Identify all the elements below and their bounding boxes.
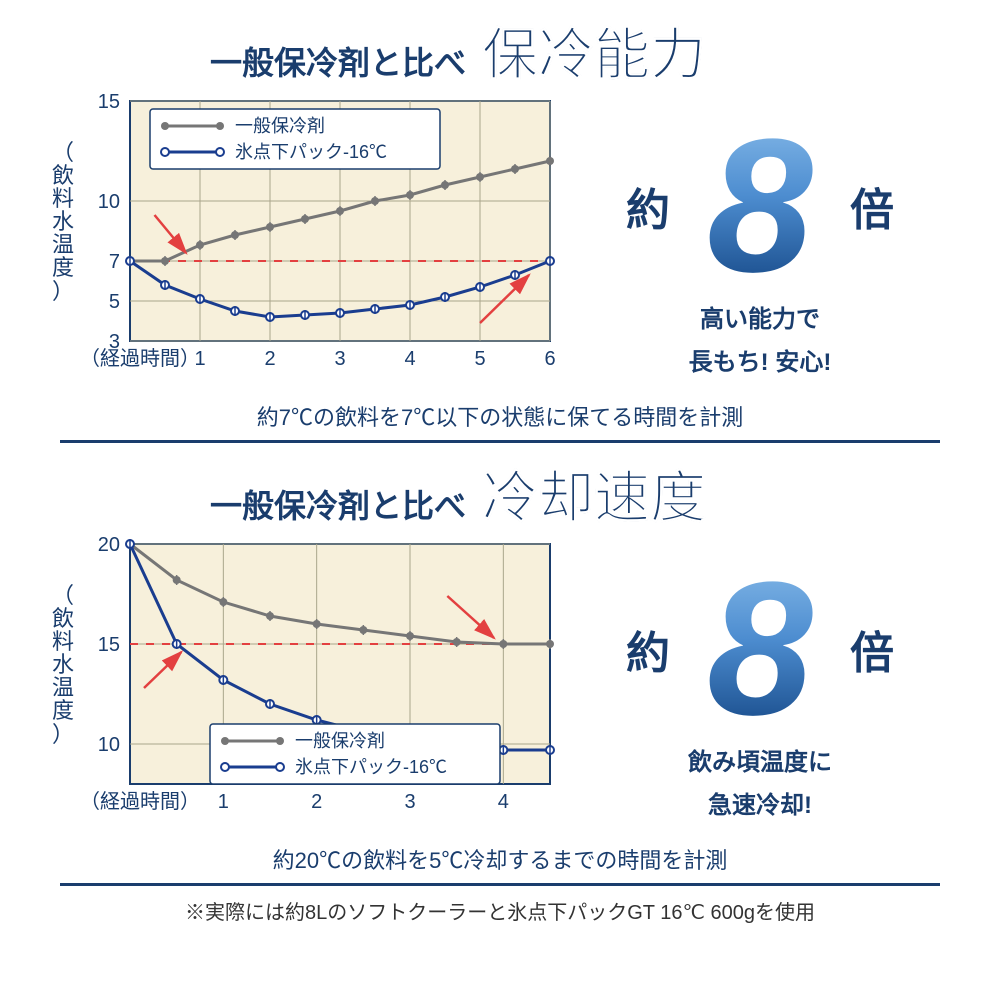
titlebar-1: 一般保冷剤と比べ 保冷能力 xyxy=(60,10,940,91)
svg-text:5: 5 xyxy=(109,291,120,313)
bignum-1: 8 xyxy=(670,121,850,291)
svg-text:5: 5 xyxy=(474,348,485,370)
titlebar-2: 一般保冷剤と比べ 冷却速度 xyxy=(60,453,940,534)
callout-2: 約 8 倍 飲み頃温度に 急速冷却! xyxy=(580,534,940,820)
chart-1-wrap: （飲料水温度） 3571015123456（経過時間）一般保冷剤氷点下パック-1… xyxy=(60,91,580,396)
xlabel-1: 約7℃の飲料を7℃以下の状態に保てる時間を計測 xyxy=(60,400,940,432)
title-1: 保冷能力 xyxy=(482,10,706,91)
svg-text:8: 8 xyxy=(707,564,813,734)
ylabel-2: （飲料水温度） xyxy=(52,584,74,746)
svg-text:8: 8 xyxy=(707,121,813,291)
svg-text:2: 2 xyxy=(264,348,275,370)
svg-text:一般保冷剤: 一般保冷剤 xyxy=(235,116,325,136)
svg-text:4: 4 xyxy=(498,791,509,813)
svg-text:氷点下パック-16℃: 氷点下パック-16℃ xyxy=(235,142,387,162)
yaku-2: 約 xyxy=(626,617,670,681)
ylabel-1: （飲料水温度） xyxy=(52,141,74,303)
panel-cooling-speed: 一般保冷剤と比べ 冷却速度 （飲料水温度） 1015201234（経過時間）一般… xyxy=(60,453,940,886)
subtitle-1: 一般保冷剤と比べ xyxy=(210,38,466,84)
tagline-1b: 長もち! 安心! xyxy=(580,342,940,377)
svg-text:3: 3 xyxy=(334,348,345,370)
svg-text:15: 15 xyxy=(98,634,120,656)
svg-text:（経過時間）: （経過時間） xyxy=(80,347,200,370)
svg-text:6: 6 xyxy=(544,348,555,370)
svg-text:20: 20 xyxy=(98,534,120,556)
svg-text:（経過時間）: （経過時間） xyxy=(80,790,200,813)
svg-text:一般保冷剤: 一般保冷剤 xyxy=(295,731,385,751)
bai-2: 倍 xyxy=(850,617,894,681)
tagline-1a: 高い能力で xyxy=(580,299,940,334)
svg-text:4: 4 xyxy=(404,348,415,370)
title-2: 冷却速度 xyxy=(482,453,706,534)
chart-1: 3571015123456（経過時間）一般保冷剤氷点下パック-16℃ xyxy=(60,91,580,391)
footnote: ※実際には約8Lのソフトクーラーと氷点下パックGT 16℃ 600gを使用 xyxy=(60,896,940,925)
svg-text:15: 15 xyxy=(98,91,120,113)
svg-text:10: 10 xyxy=(98,191,120,213)
tagline-2b: 急速冷却! xyxy=(580,785,940,820)
svg-text:氷点下パック-16℃: 氷点下パック-16℃ xyxy=(295,757,447,777)
bai-1: 倍 xyxy=(850,174,894,238)
subtitle-2: 一般保冷剤と比べ xyxy=(210,481,466,527)
svg-text:10: 10 xyxy=(98,734,120,756)
chart-2: 10 15 20 1 2 3 4 （経過時間） 一般保冷剤氷点下パック-16℃ xyxy=(60,534,580,834)
svg-text:3: 3 xyxy=(404,791,415,813)
chart-2-wrap: （飲料水温度） 1015201234（経過時間）一般保冷剤氷点下パック-16℃ xyxy=(60,534,580,839)
callout-1: 約 8 倍 高い能力で 長もち! 安心! xyxy=(580,91,940,377)
tagline-2a: 飲み頃温度に xyxy=(580,742,940,777)
bignum-2: 8 xyxy=(670,564,850,734)
svg-text:7: 7 xyxy=(109,251,120,273)
xlabel-2: 約20℃の飲料を5℃冷却するまでの時間を計測 xyxy=(60,843,940,875)
svg-text:2: 2 xyxy=(311,791,322,813)
svg-text:1: 1 xyxy=(218,791,229,813)
yaku-1: 約 xyxy=(626,174,670,238)
panel-cooling-capacity: 一般保冷剤と比べ 保冷能力 （飲料水温度） 3571015123456（経過時間… xyxy=(60,10,940,443)
